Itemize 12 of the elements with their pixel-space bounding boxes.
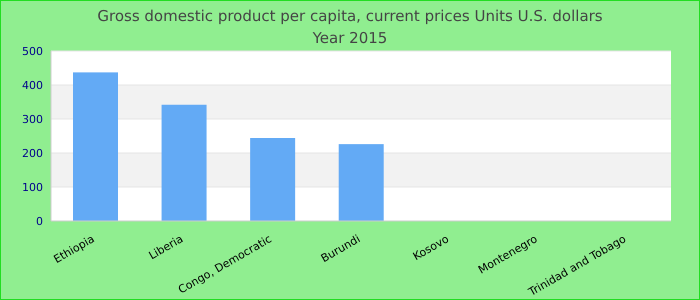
chart-title: Gross domestic product per capita, current prices Units U.S. dollars: [96, 6, 604, 27]
y-tick-label: 400: [22, 78, 43, 92]
bar: [338, 144, 384, 221]
bar: [162, 104, 207, 221]
y-tick-label: 0: [36, 214, 43, 228]
y-tick-label: 500: [22, 44, 43, 58]
y-tick-label: 300: [22, 112, 43, 126]
bar: [250, 138, 296, 221]
y-tick-label: 200: [22, 146, 43, 160]
chart-subtitle: Year 2015: [312, 29, 388, 47]
y-tick-label: 100: [22, 180, 43, 194]
bar: [73, 72, 118, 221]
